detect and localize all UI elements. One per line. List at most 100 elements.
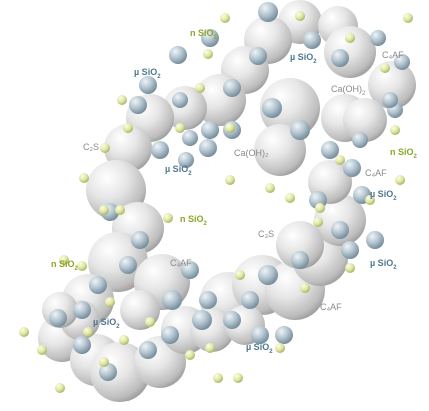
micro-silica-particle-43	[366, 231, 384, 249]
micro-silica-particle-35	[73, 336, 91, 354]
nano-silica-particle-30	[83, 327, 93, 337]
label-nano-silica-1: n SiO2	[190, 28, 218, 41]
micro-silica-particle-48	[201, 121, 219, 139]
micro-silica-particle-32	[89, 276, 107, 294]
cement-particle-27	[314, 194, 366, 246]
nano-silica-particle-36	[205, 343, 215, 353]
micro-silica-particle-42	[275, 326, 293, 344]
micro-silica-particle-24	[258, 265, 278, 285]
nano-silica-particle-34	[119, 335, 129, 345]
nano-silica-particle-10	[175, 123, 185, 133]
nano-silica-particle-18	[265, 183, 275, 193]
label-c3s: C₃S	[258, 229, 274, 239]
micro-silica-particle-10	[129, 96, 147, 114]
micro-silica-particle-1	[258, 2, 278, 22]
label-micro-silica-5: µ SiO2	[370, 258, 397, 271]
micro-silica-particle-27	[181, 261, 199, 279]
label-micro-silica-6: µ SiO2	[93, 317, 120, 330]
nano-silica-particle-3	[403, 13, 413, 23]
nano-silica-particle-29	[145, 317, 155, 327]
micro-silica-particle-19	[343, 159, 361, 177]
micro-silica-particle-26	[199, 291, 217, 309]
nano-silica-particle-22	[390, 125, 400, 135]
micro-silica-particle-44	[352, 132, 368, 148]
micro-silica-particle-34	[49, 309, 67, 327]
label-nano-silica-4: n SiO2	[51, 259, 79, 272]
label-c2s: C₂S	[83, 142, 99, 152]
nano-silica-particle-40	[213, 373, 223, 383]
micro-silica-particle-5	[370, 30, 386, 46]
nano-silica-particle-21	[335, 155, 345, 165]
nano-silica-particle-27	[59, 255, 69, 265]
nano-silica-particle-26	[77, 261, 87, 271]
micro-silica-particle-16	[262, 98, 282, 118]
micro-silica-particle-15	[223, 79, 241, 97]
micro-silica-particle-33	[73, 301, 91, 319]
nano-silica-particle-42	[365, 195, 375, 205]
nano-silica-particle-6	[380, 63, 390, 73]
nano-silica-particle-19	[285, 193, 295, 203]
nano-silica-particle-23	[345, 263, 355, 273]
nano-silica-particles	[19, 11, 413, 393]
label-micro-silica-4: µ SiO2	[370, 189, 397, 202]
micro-silica-particles	[49, 2, 410, 381]
label-micro-silica-7: µ SiO2	[246, 342, 273, 355]
micro-silica-particle-31	[119, 256, 137, 274]
micro-silica-particle-49	[178, 152, 194, 168]
micro-silica-particle-37	[139, 341, 157, 359]
nano-silica-particle-11	[225, 123, 235, 133]
nano-silica-particle-2	[295, 11, 305, 21]
nano-silica-particle-25	[235, 270, 245, 280]
diagram-labels: n SiO2 µ SiO2 µ SiO2 C₄AF Ca(OH)2 C₂S Ca…	[51, 28, 418, 355]
nano-silica-particle-8	[195, 83, 205, 93]
micro-silica-particle-22	[331, 221, 349, 239]
label-micro-silica-1: µ SiO2	[290, 52, 317, 65]
nano-silica-particle-13	[79, 173, 89, 183]
nano-silica-particle-32	[37, 345, 47, 355]
nano-silica-particle-7	[117, 95, 127, 105]
nano-silica-particle-4	[203, 49, 213, 59]
micro-silica-particle-39	[192, 310, 212, 330]
label-micro-silica-3: µ SiO2	[165, 164, 192, 177]
micro-silica-particle-25	[241, 291, 259, 309]
label-calcium-hydroxide-1: Ca(OH)2	[331, 84, 366, 97]
label-c4af-4: C₄AF	[320, 302, 342, 312]
micro-silica-particle-13	[182, 130, 198, 146]
nano-silica-particle-16	[163, 213, 173, 223]
micro-silica-particle-17	[290, 120, 310, 140]
micro-silica-particle-12	[151, 141, 169, 159]
nano-silica-particle-12	[100, 143, 110, 153]
micro-silica-particle-11	[172, 92, 188, 108]
nano-silica-particle-31	[19, 327, 29, 337]
nano-silica-particle-20	[315, 203, 325, 213]
nano-silica-particle-33	[99, 357, 109, 367]
label-c4af-2: C₄AF	[365, 168, 387, 178]
cement-particle-31	[276, 221, 324, 269]
micro-silica-particle-40	[223, 311, 241, 329]
label-micro-silica-2: µ SiO2	[134, 67, 161, 80]
label-calcium-hydroxide-2: Ca(OH)₂	[234, 148, 269, 158]
micro-silica-particle-36	[99, 363, 117, 381]
nano-silica-particle-43	[395, 175, 405, 185]
cement-particle-29	[343, 98, 387, 142]
nano-silica-particle-17	[225, 175, 235, 185]
cement-particle-5	[368, 61, 416, 109]
cement-particles	[38, 0, 416, 402]
micro-silica-particle-8	[169, 46, 187, 64]
micro-silica-particle-6	[394, 54, 410, 70]
nano-silica-particle-39	[55, 383, 65, 393]
micro-silica-particle-4	[331, 49, 349, 67]
nano-silica-particle-14	[99, 205, 109, 215]
micro-silica-particle-3	[249, 47, 267, 65]
micro-silica-particle-7	[201, 29, 219, 47]
nano-silica-particle-37	[233, 373, 243, 383]
label-nano-silica-2: n SiO2	[390, 147, 418, 160]
micro-silica-particle-46	[382, 92, 398, 108]
micro-silica-particle-38	[161, 326, 179, 344]
micro-silica-particle-29	[131, 231, 149, 249]
micro-silica-particle-47	[341, 241, 359, 259]
micro-silica-particle-41	[251, 326, 269, 344]
nano-silica-particle-28	[105, 297, 115, 307]
